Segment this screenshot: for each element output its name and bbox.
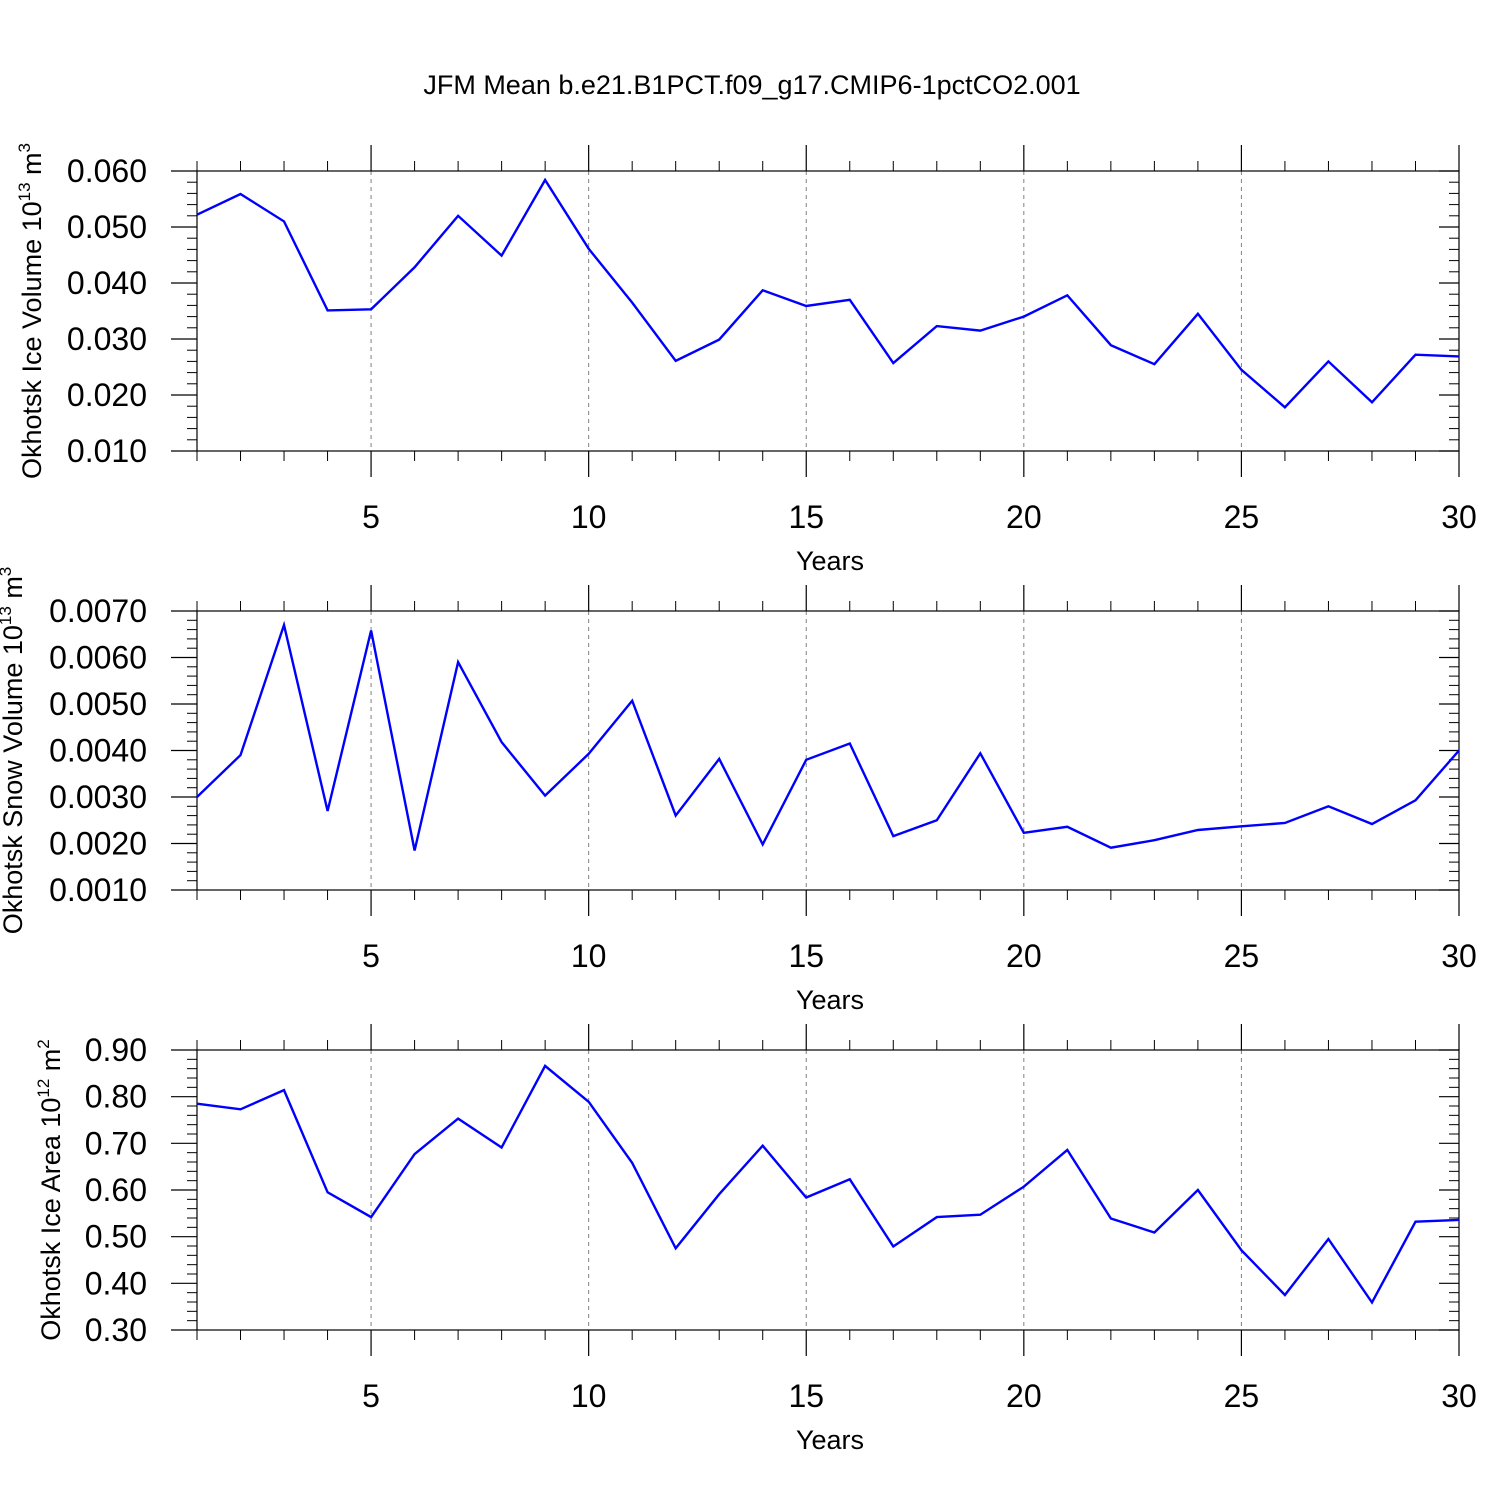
x-tick-label: 15 — [788, 938, 824, 974]
panel-2: 5 10 15 20 25 30 Years 0.0010 0.0020 0.0030 0.0040… — [0, 567, 1477, 1015]
y-axis-label: Okhotsk Snow Volume 1013 m3 — [0, 567, 28, 935]
y-tick-label: 0.0040 — [49, 733, 147, 769]
y-tick-label: 0.30 — [85, 1312, 147, 1348]
x-tick-label: 25 — [1224, 499, 1260, 535]
plot-frame — [196, 1049, 1460, 1331]
y-tick-label: 0.040 — [67, 265, 147, 301]
x-tick-label: 5 — [362, 1378, 380, 1414]
y-tick-label: 0.80 — [85, 1079, 147, 1115]
chart-title: JFM Mean b.e21.B1PCT.f09_g17.CMIP6-1pctC… — [423, 70, 1080, 100]
x-axis-label: Years — [796, 985, 864, 1015]
y-tick-label: 0.0060 — [49, 640, 147, 676]
y-tick-label: 0.0010 — [49, 872, 147, 908]
x-axis-label: Years — [796, 546, 864, 576]
x-tick-label: 30 — [1441, 499, 1477, 535]
x-tick-label: 10 — [571, 499, 607, 535]
x-tick-label: 10 — [571, 938, 607, 974]
y-tick-label: 0.030 — [67, 321, 147, 357]
x-tick-label: 20 — [1006, 938, 1042, 974]
y-tick-label: 0.060 — [67, 153, 147, 189]
x-axis-label: Years — [796, 1425, 864, 1455]
y-tick-label: 0.050 — [67, 209, 147, 245]
plot-frame — [196, 170, 1460, 452]
y-tick-label: 0.50 — [85, 1219, 147, 1255]
x-tick-label: 25 — [1224, 1378, 1260, 1414]
y-tick-label: 0.40 — [85, 1265, 147, 1301]
x-tick-label: 25 — [1224, 938, 1260, 974]
x-tick-label: 20 — [1006, 499, 1042, 535]
x-tick-label: 5 — [362, 499, 380, 535]
x-tick-label: 15 — [788, 499, 824, 535]
panels-group: 5 10 15 20 25 30 Years 0.010 0.020 0.030 0.040 0.05… — [0, 143, 1477, 1455]
x-tick-label: 10 — [571, 1378, 607, 1414]
y-tick-label: 0.010 — [67, 433, 147, 469]
x-tick-label: 15 — [788, 1378, 824, 1414]
series-line — [196, 620, 1460, 851]
series-line — [196, 177, 1460, 409]
series-line — [196, 1064, 1460, 1305]
y-tick-label: 0.0030 — [49, 779, 147, 815]
y-tick-label: 0.70 — [85, 1125, 147, 1161]
panel-3: 5 10 15 20 25 30 Years 0.30 0.40 0.50 0.60 0.70 0.80… — [34, 1024, 1477, 1455]
x-tick-label: 20 — [1006, 1378, 1042, 1414]
x-tick-label: 30 — [1441, 938, 1477, 974]
y-axis-label: Okhotsk Ice Area 1012 m2 — [34, 1039, 66, 1341]
y-tick-label: 0.90 — [85, 1032, 147, 1068]
x-tick-label: 30 — [1441, 1378, 1477, 1414]
y-tick-label: 0.020 — [67, 377, 147, 413]
y-tick-label: 0.0050 — [49, 686, 147, 722]
x-tick-label: 5 — [362, 938, 380, 974]
y-tick-label: 0.60 — [85, 1172, 147, 1208]
y-axis-label: Okhotsk Ice Volume 1013 m3 — [15, 143, 47, 479]
panel-1: 5 10 15 20 25 30 Years 0.010 0.020 0.030 0.040 0.05… — [15, 143, 1477, 576]
y-tick-label: 0.0020 — [49, 826, 147, 862]
y-tick-label: 0.0070 — [49, 593, 147, 629]
